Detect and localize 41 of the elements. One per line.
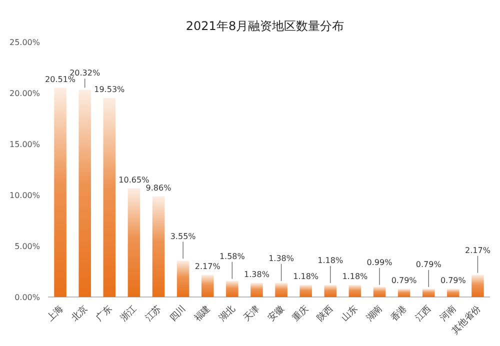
data-label: 2.17% (194, 262, 220, 271)
xtick: 广东 (94, 304, 114, 324)
data-label: 1.38% (268, 254, 294, 263)
title: 2021年8月融资地区数量分布 (186, 19, 344, 33)
data-label: 19.53% (94, 84, 125, 94)
ytick: 10.00% (9, 191, 40, 200)
xtick: 安徽 (266, 304, 286, 324)
xtick: 江西 (414, 304, 434, 324)
ytick: 20.00% (9, 89, 40, 98)
data-label: 1.18% (342, 272, 368, 281)
xtick: 陕西 (316, 304, 336, 324)
data-label: 1.38% (244, 270, 270, 279)
data-label: 2.17% (465, 246, 490, 255)
xtick: 天津 (242, 304, 262, 324)
xtick: 浙江 (119, 304, 140, 324)
ytick: 25.00% (9, 38, 40, 47)
xtick: 重庆 (291, 304, 311, 324)
data-label: 10.65% (118, 175, 150, 184)
data-label: 1.18% (318, 256, 344, 265)
ytick: 5.00% (14, 242, 40, 251)
xtick: 湖北 (218, 304, 238, 324)
data-label: 0.99% (366, 258, 392, 267)
ytick: 15.00% (9, 140, 40, 149)
xtick: 福建 (192, 304, 213, 324)
data-label: 20.51% (45, 74, 76, 84)
xtick: 北京 (70, 304, 90, 324)
data-label: 1.18% (293, 272, 319, 281)
xtick: 河南 (438, 304, 458, 324)
data-label: 3.55% (170, 232, 196, 241)
data-label: 0.79% (440, 276, 466, 285)
xtick: 四川 (168, 304, 188, 324)
xtick: 江苏 (144, 304, 164, 324)
xtick: 香港 (389, 304, 410, 324)
xtick: 湖南 (364, 304, 385, 324)
data-label: 0.79% (391, 276, 417, 285)
data-label: 9.86% (146, 183, 172, 192)
xtick: 山东 (340, 304, 360, 324)
ytick: 0.00% (14, 293, 40, 302)
data-label: 0.79% (416, 260, 442, 269)
data-label: 1.58% (219, 252, 245, 261)
xtick: 上海 (46, 304, 66, 324)
